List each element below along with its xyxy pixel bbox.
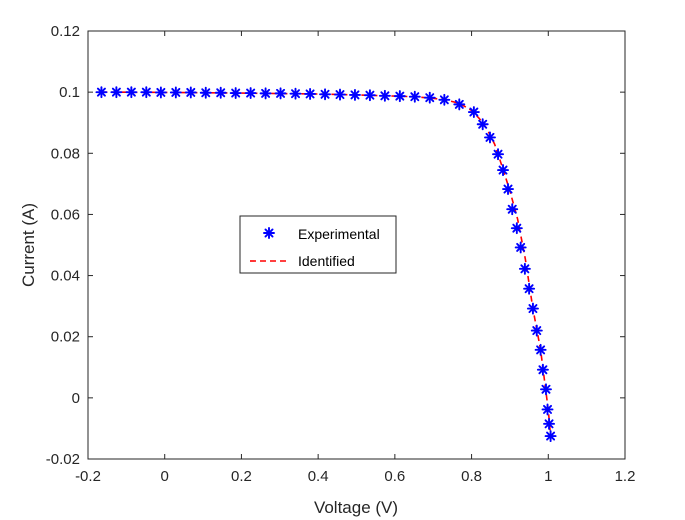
legend-box	[239, 215, 397, 274]
legend-asterisk-icon	[263, 227, 275, 239]
experimental-point	[408, 90, 421, 103]
experimental-point	[184, 86, 197, 99]
experimental-point	[199, 86, 212, 99]
y-axis-title: Current (A)	[19, 203, 38, 287]
experimental-point	[536, 363, 549, 376]
experimental-point	[169, 86, 182, 99]
y-tick-label: -0.02	[46, 451, 80, 468]
y-tick-label: 0.02	[51, 329, 80, 346]
experimental-point	[530, 324, 543, 337]
experimental-point	[543, 417, 556, 430]
experimental-point	[467, 106, 480, 118]
experimental-point	[289, 87, 302, 100]
experimental-point	[497, 164, 509, 177]
experimental-point	[518, 262, 531, 275]
experimental-point	[544, 430, 557, 443]
experimental-point	[423, 91, 436, 104]
experimental-point	[502, 183, 514, 196]
legend-identified-label: Identified	[298, 253, 355, 269]
legend-experimental-label: Experimental	[298, 226, 380, 242]
x-tick-label: 0	[161, 468, 169, 485]
x-tick-label: 0.2	[231, 468, 252, 485]
experimental-point	[349, 88, 361, 101]
experimental-point	[274, 87, 287, 100]
experimental-point	[526, 302, 539, 315]
experimental-point	[378, 89, 391, 102]
experimental-point	[438, 93, 451, 106]
y-tick-label: 0.04	[51, 268, 80, 285]
experimental-point	[125, 86, 138, 99]
legend-experimental-marker	[263, 227, 275, 239]
experimental-point	[523, 282, 536, 295]
experimental-point	[492, 148, 504, 161]
experimental-point	[506, 203, 519, 216]
x-tick-label: -0.2	[75, 468, 101, 485]
experimental-point	[534, 343, 547, 356]
y-tick-label: 0.12	[51, 23, 80, 40]
plot-frame	[87, 30, 626, 460]
x-axis-title: Voltage (V)	[314, 498, 398, 517]
experimental-point	[363, 89, 376, 102]
x-tick-label: 0.8	[461, 468, 482, 485]
x-tick-label: 0.6	[384, 468, 405, 485]
experimental-point	[510, 222, 523, 235]
experimental-point	[244, 87, 257, 100]
x-tick-label: 0.4	[308, 468, 329, 485]
y-tick-label: 0.06	[51, 206, 80, 223]
experimental-point	[140, 86, 153, 99]
experimental-point	[514, 241, 527, 254]
x-tick-label: 1	[544, 468, 552, 485]
experimental-point	[484, 131, 496, 144]
legend: Experimental Identified	[239, 215, 397, 274]
experimental-point	[110, 86, 123, 99]
experimental-point	[453, 98, 466, 111]
data-layer	[95, 86, 557, 443]
experimental-point	[319, 88, 331, 101]
experimental-point	[476, 118, 489, 131]
experimental-point	[393, 90, 406, 103]
y-tick-label: 0.08	[51, 145, 80, 162]
x-tick-label: 1.2	[615, 468, 636, 485]
experimental-point	[95, 86, 108, 99]
experimental-point	[541, 403, 554, 416]
experimental-point	[229, 87, 242, 100]
x-axis-ticks: -0.2 0 0.2 0.4 0.6 0.8 1 1.2	[75, 31, 635, 485]
experimental-point	[334, 88, 346, 101]
experimental-point	[540, 383, 552, 396]
y-axis-ticks: -0.02 0 0.02 0.04 0.06 0.08 0.1 0.12	[46, 23, 625, 468]
experimental-point	[259, 87, 272, 100]
experimental-point	[214, 86, 227, 99]
experimental-point	[304, 88, 317, 100]
experimental-point	[154, 86, 167, 99]
y-tick-label: 0	[72, 390, 80, 407]
y-tick-label: 0.1	[59, 84, 80, 101]
